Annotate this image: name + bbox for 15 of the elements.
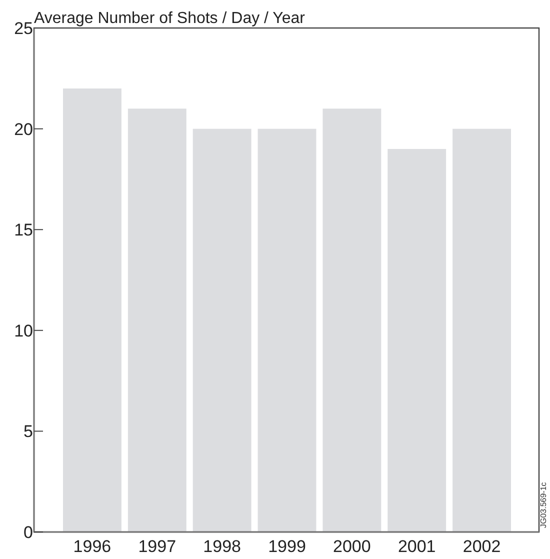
annotation: JG03.569-1c: [539, 482, 548, 528]
y-tick-label: 10: [14, 321, 33, 340]
chart-title: Average Number of Shots / Day / Year: [34, 10, 306, 27]
y-tick-label: 5: [24, 422, 33, 442]
x-tick-label: 2000: [333, 537, 371, 556]
x-tick-label: 2002: [462, 537, 501, 556]
x-tick-label: 2001: [398, 537, 436, 556]
y-tick-label: 15: [14, 220, 33, 240]
x-tick-label: 1999: [268, 537, 306, 556]
x-tick-label: 1996: [73, 537, 112, 556]
x-tick-label: 1997: [138, 537, 176, 556]
x-tick-label: 1998: [203, 537, 241, 556]
y-tick-label: 25: [14, 18, 33, 38]
y-tick-label: 0: [24, 522, 33, 542]
y-tick-label: 20: [14, 120, 33, 139]
